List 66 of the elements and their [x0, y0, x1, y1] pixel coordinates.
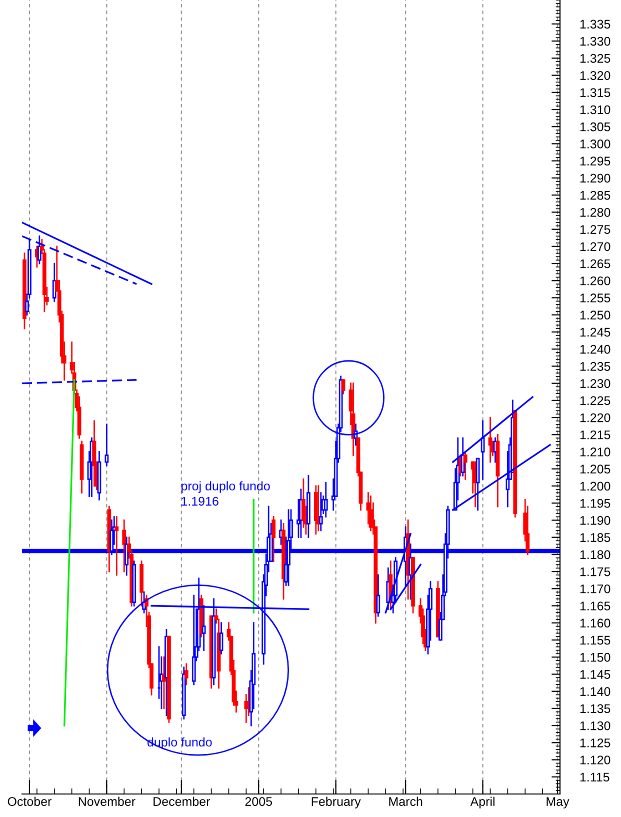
y-tick-label: 1.230 [580, 379, 610, 388]
y-tick-label: 1.200 [580, 482, 610, 491]
y-tick-label: 1.225 [580, 396, 610, 406]
y-tick-label: 1.325 [580, 54, 610, 63]
y-tick-label: 1.275 [580, 225, 610, 234]
x-tick-label: April [470, 796, 494, 808]
candlestick [324, 482, 328, 518]
y-tick-label: 1.265 [580, 259, 610, 268]
y-tick-label: 1.335 [580, 20, 610, 29]
y-tick-label: 1.135 [580, 704, 610, 714]
y-tick-label: 1.220 [580, 413, 610, 422]
x-tick-label: February [312, 796, 361, 808]
y-tick-label: 1.305 [580, 122, 610, 132]
y-tick-label: 1.140 [580, 687, 610, 696]
x-tick-label: May [546, 797, 570, 808]
y-tick-label: 1.240 [580, 344, 610, 354]
y-tick-label: 1.115 [580, 772, 610, 782]
y-tick-label: 1.160 [580, 618, 610, 628]
y-tick-label: 1.125 [580, 738, 610, 748]
candlestick [92, 420, 96, 487]
candlestick [463, 451, 468, 480]
y-tick-label: 1.285 [580, 190, 610, 200]
candlestick [114, 516, 119, 576]
candlestick [184, 663, 188, 686]
y-tick-label: 1.270 [580, 242, 610, 252]
candlestick [104, 424, 109, 466]
y-tick-label: 1.250 [580, 310, 610, 320]
y-tick-label: 1.315 [580, 88, 610, 98]
y-tick-label: 1.130 [580, 721, 610, 730]
y-tick-label: 1.290 [580, 174, 610, 183]
y-tick-label: 1.295 [580, 156, 610, 166]
y-tick-label: 1.190 [580, 516, 610, 525]
y-tick-label: 1.155 [580, 636, 610, 645]
y-tick-label: 1.260 [580, 276, 610, 286]
x-tick-label: December [154, 796, 210, 806]
y-tick-label: 1.150 [580, 652, 610, 662]
y-tick-label: 1.170 [580, 584, 610, 594]
y-tick-label: 1.120 [580, 756, 610, 764]
y-tick-label: 1.165 [580, 602, 610, 610]
annotation: proj duplo fundo 1.1916 [182, 481, 270, 506]
y-tick-label: 1.175 [580, 567, 610, 576]
y-tick-label: 1.195 [580, 498, 610, 508]
y-tick-label: 1.215 [580, 430, 610, 440]
y-tick-label: 1.255 [580, 294, 610, 302]
x-tick-label: October [8, 796, 52, 806]
y-tick-label: 1.235 [580, 362, 610, 371]
y-tick-label: 1.300 [580, 140, 610, 148]
x-tick-label: March [389, 796, 422, 806]
y-tick-label: 1.185 [580, 533, 610, 542]
candlestick [219, 622, 224, 654]
y-tick-label: 1.205 [580, 464, 610, 474]
y-tick-label: 1.310 [580, 105, 610, 114]
y-tick-label: 1.320 [580, 71, 610, 80]
candlestick [341, 379, 346, 394]
y-tick-label: 1.210 [580, 448, 610, 456]
y-tick-label: 1.280 [580, 208, 610, 217]
y-tick-label: 1.245 [580, 328, 610, 337]
candlestick [122, 520, 126, 572]
candlestick [376, 574, 380, 617]
y-tick-label: 1.180 [580, 550, 610, 560]
candlestick [318, 492, 323, 532]
y-tick-label: 1.330 [580, 36, 610, 46]
x-tick-label: November [78, 796, 136, 806]
x-tick-label: 2005 [245, 797, 272, 806]
candlestick [272, 516, 276, 562]
y-tick-label: 1.145 [580, 670, 610, 679]
